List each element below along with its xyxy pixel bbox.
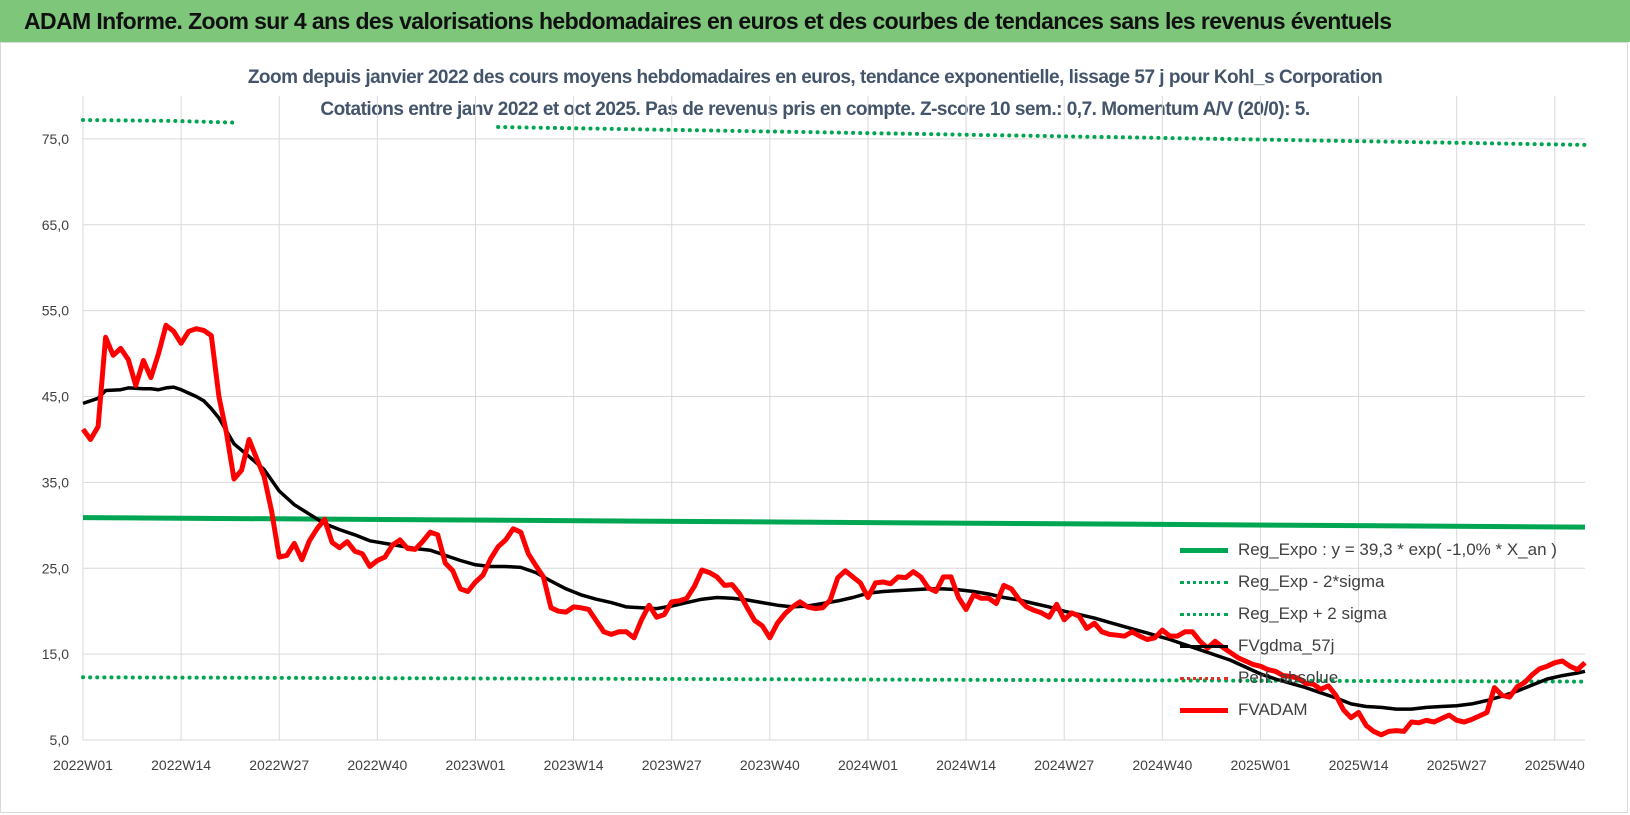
legend-label: FVADAM [1238, 700, 1308, 719]
legend-swatch [1180, 676, 1228, 680]
chart-frame [0, 42, 1628, 813]
x-tick-label: 2024W27 [1034, 757, 1094, 773]
legend-swatch [1180, 707, 1228, 713]
legend-item: Reg_Expo : y = 39,3 * exp( -1,0% * X_an … [1180, 534, 1600, 566]
reg-exp-minus-2-sigma-line [81, 675, 1587, 684]
legend-swatch [1180, 580, 1228, 584]
x-tick-label: 2022W14 [151, 757, 211, 773]
x-tick-label: 2022W01 [53, 757, 113, 773]
legend-label: Reg_Expo : y = 39,3 * exp( -1,0% * X_an … [1238, 540, 1557, 559]
y-tick-label: 65,0 [42, 217, 69, 233]
x-tick-label: 2022W27 [249, 757, 309, 773]
x-tick-label: 2023W27 [642, 757, 702, 773]
y-tick-label: 25,0 [42, 560, 69, 576]
reg-exp-plus-2-sigma-line [81, 118, 236, 125]
x-tick-label: 2025W27 [1427, 757, 1487, 773]
x-tick-label: 2023W14 [544, 757, 604, 773]
reg-exp-plus-2-sigma-line [496, 125, 1587, 147]
x-tick-label: 2024W14 [936, 757, 996, 773]
y-tick-label: 75,0 [42, 131, 69, 147]
x-tick-label: 2024W40 [1132, 757, 1192, 773]
x-tick-label: 2024W01 [838, 757, 898, 773]
y-axis: 5,0 15,0 25,0 35,0 45,0 55,0 65,0 75,0 [42, 131, 69, 748]
x-tick-label: 2023W01 [446, 757, 506, 773]
x-tick-label: 2023W40 [740, 757, 800, 773]
fvadam-line [80, 322, 1587, 738]
legend-item: FVADAM [1180, 694, 1600, 726]
report-banner: ADAM Informe. Zoom sur 4 ans des valoris… [0, 0, 1630, 42]
y-tick-label: 45,0 [42, 389, 69, 405]
legend-swatch [1180, 547, 1228, 553]
legend-label: FVgdma_57j [1238, 636, 1335, 655]
report-title: ADAM Informe. Zoom sur 4 ans des valoris… [24, 7, 1392, 34]
y-tick-label: 35,0 [42, 474, 69, 490]
legend-item: Perf. absolue [1180, 662, 1600, 694]
y-tick-label: 55,0 [42, 303, 69, 319]
chart-title-line-2: Cotations entre janv 2022 et oct 2025. P… [320, 99, 1310, 120]
legend-label: Reg_Exp + 2 sigma [1238, 604, 1387, 623]
reg-expo-line [82, 515, 1586, 530]
y-tick-label: 15,0 [42, 646, 69, 662]
chart-grid [82, 96, 1585, 741]
legend-swatch [1180, 644, 1228, 648]
legend-swatch [1180, 612, 1228, 616]
chart-title-line-1: Zoom depuis janvier 2022 des cours moyen… [247, 67, 1383, 88]
legend-item: Reg_Exp - 2*sigma [1180, 566, 1600, 598]
legend-item: FVgdma_57j [1180, 630, 1600, 662]
chart-series [80, 118, 1587, 738]
x-tick-label: 2025W14 [1329, 757, 1389, 773]
x-tick-label: 2025W40 [1525, 757, 1585, 773]
legend-label: Perf. absolue [1238, 668, 1339, 687]
legend-label: Reg_Exp - 2*sigma [1238, 572, 1385, 591]
x-axis: 2022W01 2022W14 2022W27 2022W40 2023W01 2023W… [53, 757, 1585, 773]
x-tick-label: 2022W40 [347, 757, 407, 773]
legend-item: Reg_Exp + 2 sigma [1180, 598, 1600, 630]
y-tick-label: 5,0 [50, 732, 70, 748]
x-tick-label: 2025W01 [1230, 757, 1290, 773]
chart-legend: Reg_Expo : y = 39,3 * exp( -1,0% * X_an … [1180, 534, 1600, 726]
